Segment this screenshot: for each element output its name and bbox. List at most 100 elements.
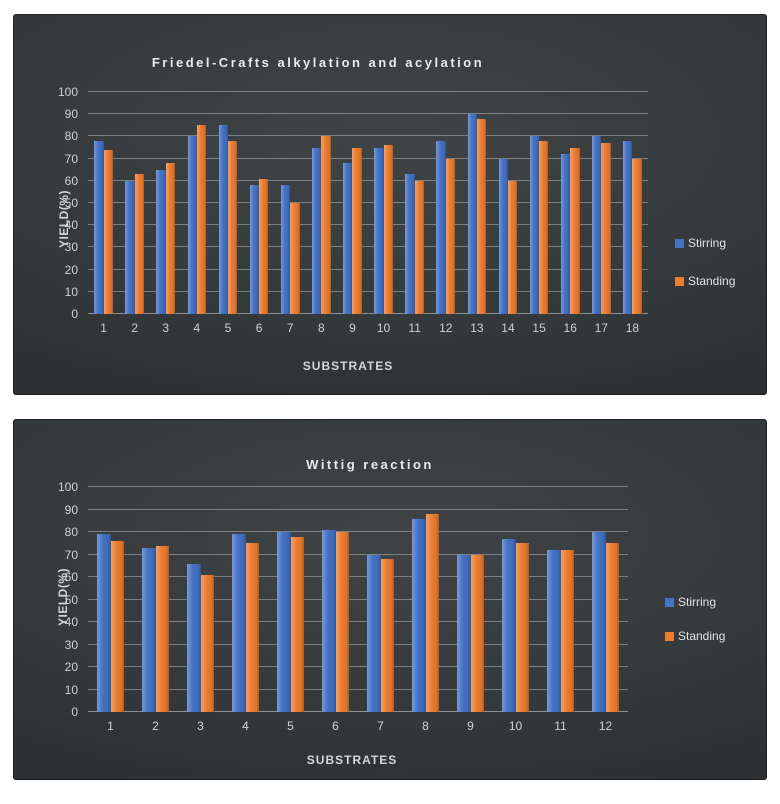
stirring-bar	[343, 163, 353, 314]
chart-title: Friedel-Crafts alkylation and acylation	[151, 54, 485, 70]
bars-layer	[88, 92, 648, 314]
x-axis-tick-label: 6	[255, 321, 263, 335]
legend: Stirring Standing	[665, 595, 725, 643]
standing-bar	[414, 180, 424, 314]
bar-group	[555, 92, 586, 314]
y-axis-tick-label: 40	[64, 615, 78, 629]
x-axis-tick-label: 9	[467, 719, 474, 733]
x-axis-tick-label: 3	[162, 321, 170, 335]
stirring-bar	[125, 180, 135, 314]
stirring-bar	[322, 529, 336, 712]
standing-swatch-icon	[675, 276, 684, 286]
standing-bar	[515, 543, 529, 712]
gridline	[88, 643, 628, 645]
bar-group	[275, 92, 306, 314]
y-axis-tick-label: 100	[57, 480, 78, 494]
x-axis-tick-label: 17	[594, 321, 608, 335]
y-axis-tick-label: 0	[71, 705, 78, 719]
standing-bar	[290, 536, 304, 712]
stirring-bar	[187, 563, 201, 712]
bar-group	[88, 92, 119, 314]
standing-bar	[134, 174, 144, 314]
x-axis-tick-label: 5	[224, 321, 232, 335]
standing-bar	[383, 145, 393, 314]
bar-group	[178, 487, 223, 712]
standing-bar	[539, 140, 549, 314]
standing-bar	[445, 158, 456, 314]
gridline	[88, 688, 628, 690]
gridline	[88, 553, 628, 555]
stirring-bar	[502, 538, 516, 712]
gridline	[88, 268, 648, 270]
stirring-bar	[623, 140, 633, 314]
standing-bar	[570, 147, 580, 314]
legend-item-stirring: Stirring	[675, 236, 735, 250]
x-axis-tick-labels: 1 2 3 4 5 6 7 8 9 10 11 12 13 14 15 16 17 18	[88, 321, 648, 335]
x-axis-tick-label: 11	[408, 321, 421, 335]
standing-bar	[321, 136, 331, 314]
x-axis-label: SUBSTRATES	[306, 753, 398, 767]
bar-group	[403, 487, 448, 712]
bar-group	[119, 92, 150, 314]
x-axis-tick-label: 11	[554, 719, 567, 733]
y-axis-tick-label: 90	[64, 502, 78, 517]
bar-group	[212, 92, 243, 314]
y-axis-tick-label: 80	[64, 525, 78, 539]
y-axis-tick-label: 0	[71, 307, 78, 321]
standing-bar	[560, 550, 574, 712]
stirring-bar	[591, 136, 602, 314]
stirring-bar	[467, 114, 477, 314]
x-axis-label: SUBSTRATES	[302, 359, 394, 373]
gridline	[88, 224, 648, 226]
legend-item-standing: Standing	[665, 629, 725, 643]
bar-group	[244, 92, 275, 314]
x-axis-tick-label: 7	[286, 321, 294, 335]
legend-label-stirring: Stirring	[688, 236, 727, 250]
gridline	[88, 246, 648, 248]
x-axis-tick-label: 3	[197, 719, 204, 733]
chart-title: Wittig reaction	[306, 456, 434, 472]
x-axis-tick-label: 10	[376, 321, 391, 335]
bar-group	[337, 92, 368, 314]
y-axis-tick-label: 90	[64, 107, 78, 122]
bar-group	[368, 92, 399, 314]
x-axis-tick-label: 2	[131, 321, 138, 335]
stirring-bar	[457, 554, 471, 712]
bar-group	[313, 487, 358, 712]
standing-bar	[425, 514, 439, 712]
stirring-bar	[547, 550, 561, 712]
gridline	[88, 202, 648, 203]
stirring-bar	[249, 185, 260, 314]
bar-group	[223, 487, 268, 712]
standing-bar	[601, 143, 611, 314]
x-axis-tick-label: 6	[332, 719, 339, 733]
bar-group	[133, 487, 178, 712]
standing-bar	[259, 178, 269, 314]
standing-bar	[200, 574, 214, 712]
gridline	[88, 486, 628, 487]
stirring-bar	[156, 169, 166, 314]
legend-label-standing: Standing	[678, 629, 726, 643]
x-axis-tick-label: 1	[107, 719, 114, 733]
gridline	[88, 313, 648, 314]
bar-group	[150, 92, 181, 314]
stirring-bar	[142, 547, 156, 712]
legend-item-standing: Standing	[675, 274, 735, 288]
x-axis-tick-labels: 1 2 3 4 5 6 7 8 9 10 11 12	[88, 719, 628, 733]
x-axis-tick-label: 1	[100, 321, 107, 335]
plot-area: 0 10 20 30 40 50 60 70 80 90 100 1 2 3 4 5 6 7 8 9 10 11 12 13 1…	[58, 85, 648, 335]
bar-group	[461, 92, 492, 314]
x-axis-tick-label: 5	[287, 719, 294, 733]
bar-group	[538, 487, 583, 712]
legend-label-standing: Standing	[688, 274, 736, 288]
y-axis-tick-label: 50	[64, 196, 78, 210]
stirring-swatch-icon	[665, 597, 674, 607]
standing-bar	[470, 554, 484, 712]
x-axis-tick-label: 10	[508, 719, 523, 733]
bar-group	[492, 92, 523, 314]
stirring-bar	[592, 532, 606, 712]
x-axis-tick-label: 9	[349, 321, 356, 335]
stirring-bar	[374, 147, 384, 314]
standing-bar	[335, 532, 349, 712]
stirring-bar	[498, 158, 508, 314]
